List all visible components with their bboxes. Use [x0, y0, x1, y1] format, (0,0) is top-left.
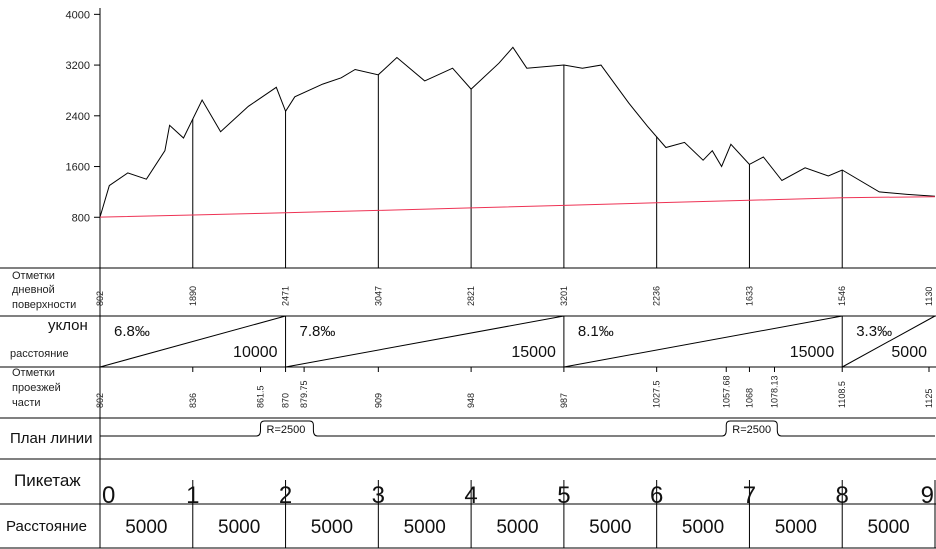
road-elevation-value: 1068: [744, 388, 754, 408]
distance-sub-label: расстояние: [10, 348, 69, 360]
picket-number: 6: [650, 482, 663, 509]
road-elevation-values: 802 836 861.5 870 879.75 909 948 987 1027.5 1057.…: [95, 367, 934, 408]
ground-profile-line: [99, 46, 936, 218]
road-label-line-3: части: [12, 397, 41, 409]
slope-diagonal: [563, 315, 843, 368]
slope-length-value: 5000: [891, 344, 927, 361]
plan-line-path: [100, 420, 935, 437]
ground-label-line-3: поверхности: [12, 299, 76, 311]
distance-value: 5000: [867, 517, 909, 538]
distance-value: 5000: [496, 517, 538, 538]
y-axis-ticks: 800 1600 2400 3200 4000: [66, 9, 100, 224]
road-elevation-value: 1027.5: [652, 380, 662, 408]
road-label-line-1: Отметки: [12, 367, 55, 379]
slope-segments: 6.8‰ 10000 7.8‰ 15000 8.1‰ 15000 3.3‰ 5000: [99, 315, 936, 368]
picket-number: 3: [372, 482, 385, 509]
slope-grade-value: 7.8‰: [300, 323, 336, 340]
distance-value: 5000: [125, 517, 167, 538]
ground-elevation-values: 802 1890 2471 3047 2821 3201 2236 1633 1546 1130: [95, 286, 934, 306]
picket-number: 4: [464, 482, 477, 509]
distance-value: 5000: [311, 517, 353, 538]
road-elevation-value: 948: [466, 393, 476, 408]
road-elevation-value: 1125: [924, 389, 934, 408]
distance-value: 5000: [218, 517, 260, 538]
road-elevation-value: 870: [281, 393, 291, 408]
plan-label: План линии: [10, 430, 93, 447]
picket-number: 8: [836, 482, 849, 509]
distance-value: 5000: [682, 517, 724, 538]
distance-label: Расстояние: [6, 518, 87, 535]
curve-radius-label: R=2500: [267, 424, 306, 436]
profile-chart: 800 1600 2400 3200 4000: [66, 8, 936, 268]
distance-values: 5000 5000 5000 5000 5000 5000 5000 5000 5000: [99, 504, 936, 548]
ground-elevation-value: 1130: [924, 287, 934, 306]
picket-numbers: 0 1 2 3 4 5 6 7 8 9: [99, 480, 936, 509]
slope-length-value: 10000: [233, 344, 278, 361]
y-tick-label: 3200: [66, 60, 90, 72]
picket-vertical-lines: [192, 65, 843, 268]
slope-diagonal: [99, 315, 286, 368]
distance-value: 5000: [404, 517, 446, 538]
y-tick-label: 1600: [66, 162, 90, 174]
ground-elevation-value: 1890: [188, 286, 198, 306]
slope-label: уклон: [48, 317, 88, 334]
slope-length-value: 15000: [511, 344, 556, 361]
distance-value: 5000: [589, 517, 631, 538]
row-label-road: Отметки проезжей части: [12, 367, 61, 409]
picket-label: Пикетаж: [14, 471, 81, 490]
road-label-line-2: проезжей: [12, 382, 61, 394]
picket-number: 9: [921, 482, 934, 509]
road-elevation-value: 836: [188, 393, 198, 408]
road-elevation-value: 909: [373, 393, 383, 408]
plan-line: R=2500 R=2500: [100, 420, 935, 437]
ground-elevation-value: 2471: [281, 286, 291, 306]
slope-grade-value: 8.1‰: [578, 323, 614, 340]
ground-elevation-value: 1546: [837, 286, 847, 306]
picket-number: 1: [186, 482, 199, 509]
road-elevation-value: 1108.5: [837, 381, 847, 408]
distance-value: 5000: [775, 517, 817, 538]
design-grade-line: [99, 196, 936, 218]
y-tick-label: 4000: [66, 9, 90, 21]
road-elevation-value: 861.5: [256, 385, 266, 408]
row-label-ground: Отметки дневной поверхности: [12, 270, 76, 311]
road-elevation-value: 1057.68: [721, 375, 731, 408]
ground-elevation-value: 2821: [466, 286, 476, 306]
slope-length-value: 15000: [790, 344, 835, 361]
picket-number: 2: [279, 482, 292, 509]
slope-grade-value: 6.8‰: [114, 323, 150, 340]
slope-diagonal: [841, 315, 936, 368]
ground-label-line-2: дневной: [12, 284, 55, 296]
ground-label-line-1: Отметки: [12, 270, 55, 282]
picket-number: 0: [102, 482, 115, 509]
ground-elevation-value: 802: [95, 291, 105, 306]
picket-number: 5: [557, 482, 570, 509]
road-elevation-value: 879.75: [299, 380, 309, 408]
ground-elevation-value: 3201: [559, 286, 569, 306]
road-elevation-value: 802: [95, 393, 105, 408]
road-elevation-value: 1078.13: [769, 375, 779, 408]
road-elevation-value: 987: [559, 393, 569, 408]
ground-elevation-value: 3047: [373, 286, 383, 306]
slope-diagonal: [285, 315, 564, 368]
slope-grade-value: 3.3‰: [856, 323, 892, 340]
y-tick-label: 800: [72, 212, 90, 224]
ground-elevation-value: 2236: [652, 286, 662, 306]
ground-elevation-value: 1633: [744, 286, 754, 306]
picket-number: 7: [743, 482, 756, 509]
y-tick-label: 2400: [66, 111, 90, 123]
curve-radius-label: R=2500: [732, 424, 771, 436]
